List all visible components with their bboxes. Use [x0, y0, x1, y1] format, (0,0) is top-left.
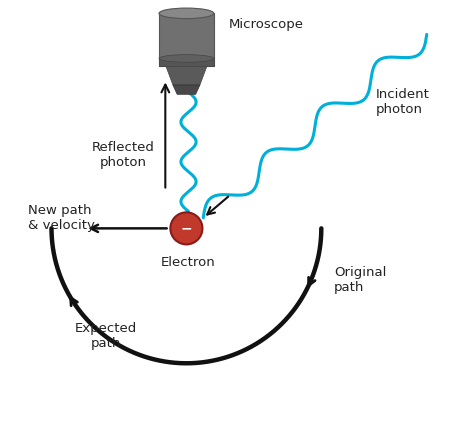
Polygon shape — [173, 85, 200, 94]
Polygon shape — [166, 66, 207, 85]
Text: Original
path: Original path — [334, 266, 386, 294]
Text: Electron: Electron — [161, 256, 216, 269]
Text: Incident
photon: Incident photon — [376, 88, 430, 116]
Text: Expected
path: Expected path — [74, 322, 137, 350]
Ellipse shape — [159, 55, 214, 62]
Text: Reflected
photon: Reflected photon — [92, 140, 155, 169]
Polygon shape — [159, 14, 214, 66]
Polygon shape — [159, 58, 214, 66]
Circle shape — [170, 212, 202, 244]
Text: Microscope: Microscope — [228, 18, 303, 30]
Text: New path
& velocity: New path & velocity — [28, 204, 95, 232]
Text: −: − — [181, 221, 192, 235]
Ellipse shape — [159, 8, 214, 19]
